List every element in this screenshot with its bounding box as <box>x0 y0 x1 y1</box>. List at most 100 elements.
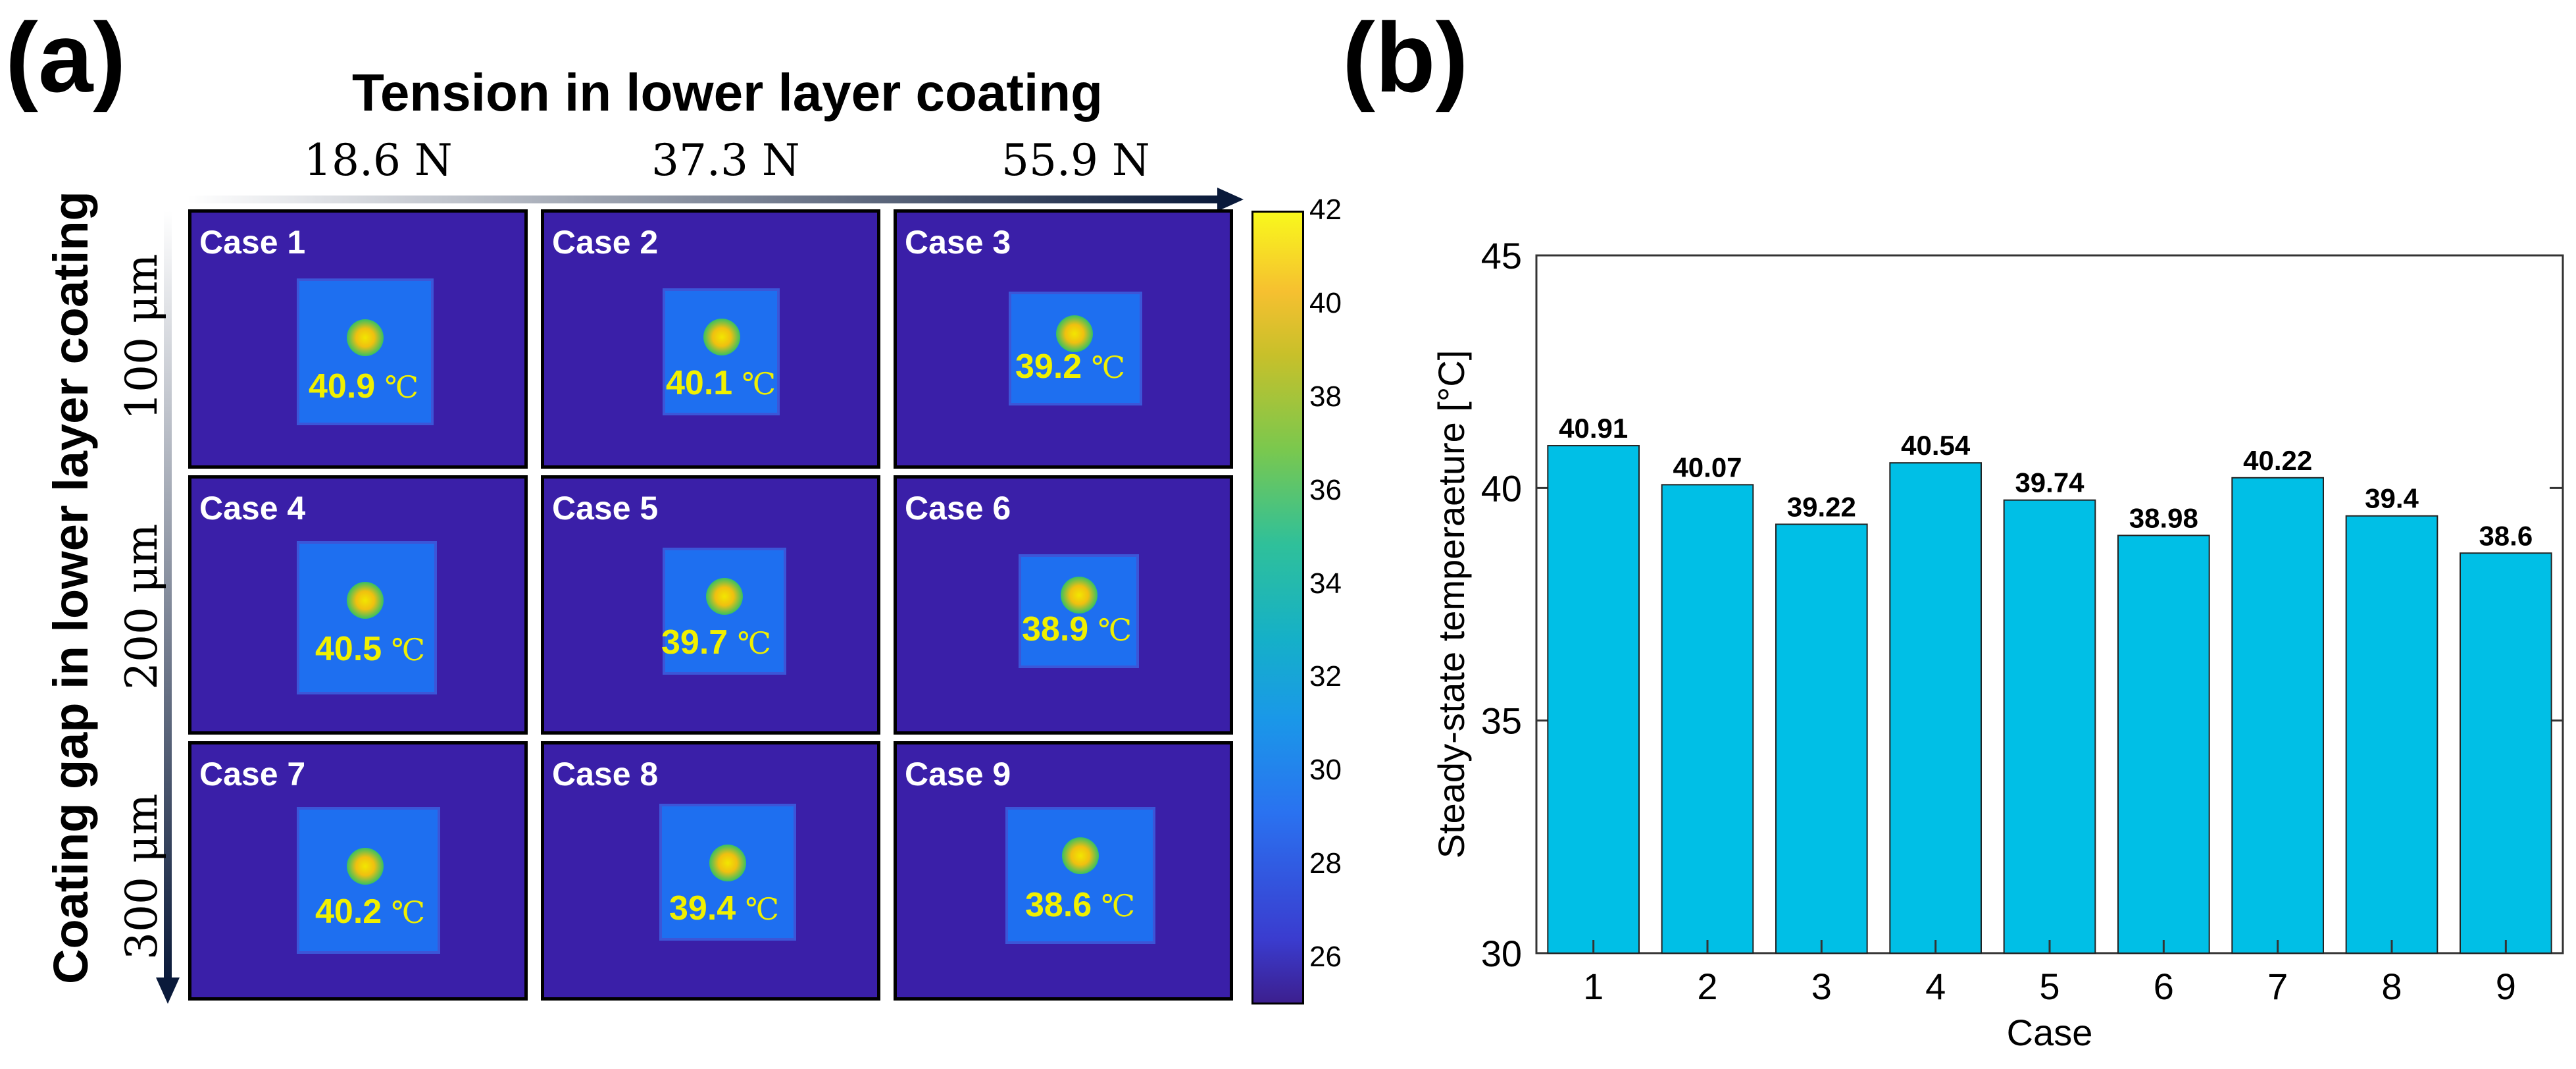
bar <box>2117 534 2210 954</box>
x-tick-label: 2 <box>1697 966 1717 1007</box>
colorbar-tick-label: 34 <box>1309 567 1342 600</box>
colorbar-tick-label: 40 <box>1309 286 1342 319</box>
y-tick-label: 35 <box>1481 700 1522 742</box>
panel-b-label: (b) <box>1342 2 1469 113</box>
sample-patch <box>659 804 796 941</box>
hotspot <box>703 319 740 355</box>
colorbar-tick-label: 38 <box>1309 380 1342 413</box>
bar-value-label: 40.91 <box>1559 413 1628 444</box>
bar-value-label: 39.4 <box>2365 483 2419 514</box>
bar-value-label: 40.22 <box>2243 445 2312 476</box>
case-label: Case 8 <box>552 756 659 793</box>
case-label: Case 1 <box>199 224 306 261</box>
temperature-label: 39.7 ℃ <box>661 623 772 662</box>
case-label: Case 2 <box>552 224 659 261</box>
x-tick-label: 9 <box>2496 966 2516 1007</box>
sample-patch <box>297 807 440 954</box>
hotspot <box>347 582 384 619</box>
case-label: Case 5 <box>552 490 659 527</box>
column-label-3: 55.9 N <box>1001 135 1150 186</box>
case-label: Case 9 <box>905 756 1011 793</box>
bar-value-label: 39.74 <box>2015 467 2084 498</box>
sample-patch <box>663 288 780 415</box>
thermal-image-case-6: Case 6 38.9 ℃ <box>894 475 1233 735</box>
thermal-image-case-3: Case 3 39.2 ℃ <box>894 209 1233 469</box>
thermal-image-case-4: Case 4 40.5 ℃ <box>188 475 528 735</box>
sample-patch <box>663 548 786 675</box>
sample-patch <box>1019 554 1139 668</box>
y-tick-label: 45 <box>1481 235 1522 276</box>
y-tick-label: 30 <box>1481 933 1522 974</box>
panel-a-title: Tension in lower layer coating <box>352 63 1103 122</box>
hotspot <box>706 578 743 615</box>
hotspot <box>347 848 384 885</box>
bar <box>2231 477 2325 954</box>
bar-value-label: 39.22 <box>1787 491 1856 522</box>
sample-patch <box>297 278 434 425</box>
x-tick-label: 3 <box>1811 966 1832 1007</box>
case-label: Case 4 <box>199 490 306 527</box>
bar-value-label: 38.6 <box>2479 520 2533 551</box>
hotspot <box>1062 837 1099 874</box>
bar-value-label: 40.07 <box>1673 452 1742 482</box>
case-label: Case 3 <box>905 224 1011 261</box>
colorbar-tick-label: 36 <box>1309 473 1342 506</box>
bar <box>1889 462 1982 954</box>
bar <box>1661 484 1754 954</box>
row-label-3: 300 μm <box>116 793 167 960</box>
thermal-image-case-9: Case 9 38.6 ℃ <box>894 741 1233 1001</box>
temperature-label: 40.5 ℃ <box>315 630 426 668</box>
temperature-label: 40.2 ℃ <box>315 893 426 931</box>
hotspot <box>1056 315 1093 352</box>
x-axis-label: Case <box>2007 1012 2093 1053</box>
temperature-label: 38.6 ℃ <box>1025 886 1136 924</box>
row-label-1: 100 μm <box>116 253 167 420</box>
colorbar <box>1251 211 1304 1004</box>
bar <box>1775 523 1868 954</box>
y-axis-label: Steady-state temperaeture [°C] <box>1430 350 1472 859</box>
x-tick-label: 5 <box>2039 966 2059 1007</box>
temperature-label: 39.4 ℃ <box>669 889 780 927</box>
column-label-2: 37.3 N <box>651 135 800 186</box>
x-tick-label: 7 <box>2267 966 2288 1007</box>
bar-value-label: 38.98 <box>2129 502 2198 533</box>
bar <box>2460 552 2552 954</box>
column-label-1: 18.6 N <box>304 135 453 186</box>
hotspot <box>1061 577 1098 613</box>
hotspot <box>709 845 746 881</box>
temperature-label: 40.1 ℃ <box>666 364 776 402</box>
sample-patch <box>1005 807 1155 944</box>
thermal-image-case-5: Case 5 39.7 ℃ <box>541 475 880 735</box>
bar <box>2345 515 2438 954</box>
tension-arrow <box>188 188 1244 211</box>
sample-patch <box>1009 292 1142 405</box>
case-label: Case 6 <box>905 490 1011 527</box>
colorbar-tick-label: 28 <box>1309 847 1342 880</box>
panel-a-label: (a) <box>5 2 126 113</box>
bar-value-label: 40.54 <box>1901 430 1971 461</box>
x-tick-label: 6 <box>2154 966 2174 1007</box>
bar-chart: 30 35 40 45 40.91 1 40.07 2 39.22 3 40.54 4 39.74 5 38… <box>1430 235 2564 1053</box>
panel-a-row-title: Coating gap in lower layer coating <box>43 191 98 984</box>
colorbar-tick-label: 30 <box>1309 754 1342 787</box>
temperature-label: 39.2 ℃ <box>1015 348 1126 386</box>
x-tick-label: 8 <box>2381 966 2402 1007</box>
row-label-2: 200 μm <box>116 523 167 690</box>
sample-patch <box>297 541 437 694</box>
bar <box>2003 499 2096 954</box>
thermal-image-case-2: Case 2 40.1 ℃ <box>541 209 880 469</box>
bar <box>1547 445 1640 954</box>
coating-gap-arrow <box>156 211 180 1004</box>
thermal-image-case-1: Case 1 40.9 ℃ <box>188 209 528 469</box>
hotspot <box>347 319 384 356</box>
case-label: Case 7 <box>199 756 306 793</box>
x-tick-label: 1 <box>1583 966 1604 1007</box>
colorbar-tick-label: 32 <box>1309 660 1342 693</box>
colorbar-tick-label: 42 <box>1309 194 1342 226</box>
colorbar-tick-label: 26 <box>1309 941 1342 974</box>
y-tick-label: 40 <box>1481 467 1522 509</box>
thermal-image-case-7: Case 7 40.2 ℃ <box>188 741 528 1001</box>
x-tick-label: 4 <box>1925 966 1946 1007</box>
temperature-label: 40.9 ℃ <box>309 367 419 405</box>
thermal-image-case-8: Case 8 39.4 ℃ <box>541 741 880 1001</box>
